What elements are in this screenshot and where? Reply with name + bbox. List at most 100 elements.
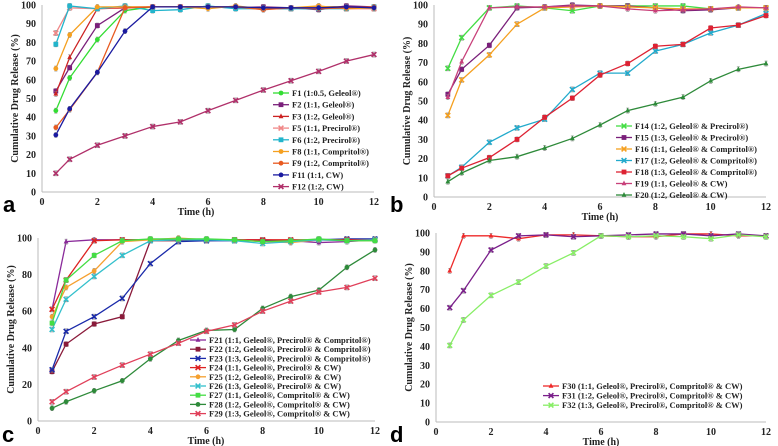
legend-item: F25 (1:2, Geleol®, Precirol® & CW): [190, 372, 341, 382]
legend-marker: [278, 149, 284, 154]
panel-b: 0 10 20 30 40 50 60 70 80 90 100 0 2 4 6 8 10 12 Time (h) C…: [390, 1, 771, 224]
legend-item: F14 (1:2, Geleol® & Precirol®): [616, 121, 748, 131]
panel-letter: d: [390, 422, 403, 446]
legend-item: F2 (1:1, Geleol®): [273, 100, 354, 110]
data-point: [232, 237, 237, 243]
y-tick-label: 10: [26, 169, 36, 180]
x-axis-label: Time (h): [582, 212, 619, 223]
data-point: [288, 77, 294, 84]
data-point: [459, 165, 465, 171]
data-point: [343, 58, 350, 65]
series-F27: [49, 236, 378, 326]
data-point: [459, 170, 465, 175]
x-tick-label: 0: [434, 427, 439, 438]
data-point: [708, 25, 714, 31]
series-line: [447, 5, 766, 116]
x-tick-label: 12: [369, 197, 379, 208]
legend-marker: [195, 355, 201, 362]
legend-label: F18 (1:3, Geleol® & Compritol®): [635, 167, 757, 177]
data-point: [460, 316, 467, 323]
legend-item: F12 (1:2, CW): [273, 182, 344, 192]
data-point: [652, 48, 659, 55]
data-point: [343, 4, 349, 10]
data-point: [67, 3, 73, 9]
legend-item: F19 (1:1, Geleol® & CW): [616, 179, 728, 189]
y-tick-label: 70: [26, 57, 36, 68]
data-point: [177, 4, 183, 10]
data-point: [652, 7, 658, 13]
data-point: [122, 132, 128, 139]
legend-marker: [548, 383, 554, 388]
data-point: [344, 238, 350, 244]
series-line: [449, 234, 767, 346]
data-point: [150, 4, 156, 10]
y-tick-label: 10: [420, 399, 430, 410]
legend-label: F22 (1:2, Geleol®, Precirol® & Compritol…: [209, 344, 371, 354]
legend-label: F25 (1:2, Geleol®, Precirol® & CW): [209, 372, 341, 382]
data-point: [680, 233, 687, 240]
data-point: [652, 43, 658, 49]
legend-label: F1 (1:0.5, Geleol®): [292, 88, 361, 98]
data-point: [514, 124, 520, 131]
data-point: [598, 232, 604, 239]
legend-item: F17 (1:2, Geleol® & Compritol®): [616, 156, 757, 166]
data-point: [203, 328, 210, 335]
data-point: [94, 37, 100, 42]
legend-label: F6 (1:2, Precirol®): [292, 135, 360, 145]
data-point: [458, 34, 465, 41]
legend-item: F5 (1:1, Precirol®): [273, 123, 360, 133]
data-point: [763, 233, 769, 240]
legend-marker: [621, 146, 627, 152]
y-tick-label: 100: [415, 229, 430, 240]
data-point: [486, 51, 493, 58]
legend-label: F3 (1:2, Geleol®): [292, 111, 354, 121]
legend-item: F31 (1:2, Geleol®, Precirol®, Compritol®…: [543, 391, 743, 401]
y-tick-label: 40: [26, 113, 36, 124]
series-F6: [53, 3, 377, 48]
x-tick-label: 4: [148, 426, 153, 437]
series-F31: [446, 230, 769, 311]
y-tick-label: 40: [22, 343, 32, 354]
data-point: [232, 97, 239, 104]
legend-marker: [278, 137, 284, 143]
x-tick-label: 10: [706, 202, 716, 213]
legend-marker: [195, 392, 201, 398]
y-tick-label: 0: [423, 193, 428, 204]
data-point: [315, 68, 322, 75]
y-tick-label: 80: [22, 270, 32, 281]
data-point: [205, 107, 211, 114]
legend-marker: [195, 337, 201, 342]
data-point: [94, 4, 100, 10]
legend-marker: [195, 374, 201, 380]
series-line: [51, 239, 375, 310]
y-tick-label: 0: [27, 417, 32, 428]
x-tick-label: 2: [489, 427, 494, 438]
data-point: [67, 106, 73, 112]
data-point: [63, 277, 69, 283]
data-point: [625, 233, 632, 240]
x-tick-label: 8: [260, 426, 265, 437]
x-tick-label: 2: [92, 426, 97, 437]
data-point: [343, 284, 350, 291]
data-point: [372, 275, 378, 282]
data-point: [447, 267, 453, 273]
data-point: [652, 100, 658, 106]
y-tick-label: 50: [420, 323, 430, 334]
data-point: [53, 108, 59, 114]
data-point: [569, 86, 576, 93]
data-point: [176, 236, 181, 242]
y-tick-label: 90: [420, 247, 430, 258]
data-point: [569, 135, 575, 141]
legend-marker: [278, 113, 284, 119]
data-point: [91, 252, 97, 258]
x-tick-label: 4: [544, 427, 549, 438]
data-point: [445, 94, 451, 99]
data-point: [344, 264, 350, 270]
data-point: [91, 374, 98, 381]
data-point: [53, 90, 59, 96]
legend-marker: [278, 160, 284, 166]
data-point: [680, 94, 686, 99]
data-point: [49, 405, 55, 411]
data-point: [49, 398, 56, 405]
